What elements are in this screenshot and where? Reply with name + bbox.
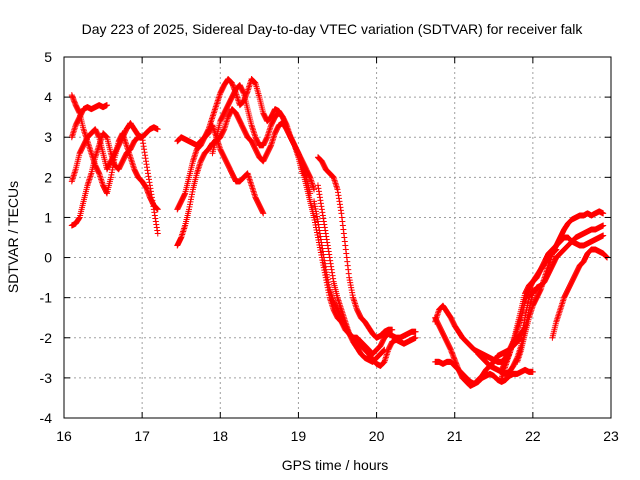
data-point xyxy=(553,246,560,253)
x-tick-label: 19 xyxy=(291,428,307,444)
y-tick-label: -1 xyxy=(40,290,53,306)
x-tick-label: 21 xyxy=(447,428,463,444)
series-pass-11 xyxy=(314,182,388,365)
data-point xyxy=(311,186,318,193)
y-tick-label: 5 xyxy=(44,49,52,65)
data-points xyxy=(68,76,611,389)
data-point xyxy=(103,102,110,109)
data-point xyxy=(154,126,161,133)
series-pass-1 xyxy=(68,92,161,213)
series-pass-7 xyxy=(174,122,267,217)
series-pass-19 xyxy=(549,246,611,341)
series-pass-4 xyxy=(68,120,161,237)
chart-title: Day 223 of 2025, Sidereal Day-to-day VTE… xyxy=(82,21,584,37)
x-axis-label: GPS time / hours xyxy=(282,457,389,473)
data-point xyxy=(529,368,536,375)
series-pass-8 xyxy=(209,82,318,193)
y-tick-label: -4 xyxy=(40,410,53,426)
data-point xyxy=(154,230,161,237)
data-point xyxy=(389,326,396,333)
y-tick-label: -2 xyxy=(40,330,53,346)
data-point xyxy=(412,328,419,335)
y-tick-label: 4 xyxy=(44,89,52,105)
data-point xyxy=(600,222,607,229)
y-tick-label: 3 xyxy=(44,129,52,145)
plot-frame xyxy=(63,56,612,419)
series-pass-3 xyxy=(68,124,161,229)
x-tick-label: 17 xyxy=(134,428,150,444)
series-pass-16 xyxy=(475,222,607,377)
x-tick-label: 16 xyxy=(56,428,72,444)
y-axis-label: SDTVAR / TECUs xyxy=(5,181,21,293)
data-point xyxy=(600,210,607,217)
series-pass-10 xyxy=(311,198,419,369)
series-pass-2 xyxy=(68,102,110,141)
series-pass-15 xyxy=(432,358,536,387)
data-point xyxy=(412,334,419,341)
y-tick-label: 1 xyxy=(44,209,52,225)
data-point xyxy=(260,210,267,217)
y-tick-label: 0 xyxy=(44,250,52,266)
data-point xyxy=(381,346,388,353)
x-tick-label: 20 xyxy=(369,428,385,444)
x-tick-label: 18 xyxy=(212,428,228,444)
x-tick-label: 22 xyxy=(525,428,541,444)
y-tick-label: -3 xyxy=(40,370,53,386)
x-tick-label: 23 xyxy=(603,428,619,444)
series-pass-12 xyxy=(314,154,396,341)
data-point xyxy=(600,232,607,239)
series-pass-20 xyxy=(498,246,560,373)
y-tick-label: 2 xyxy=(44,169,52,185)
